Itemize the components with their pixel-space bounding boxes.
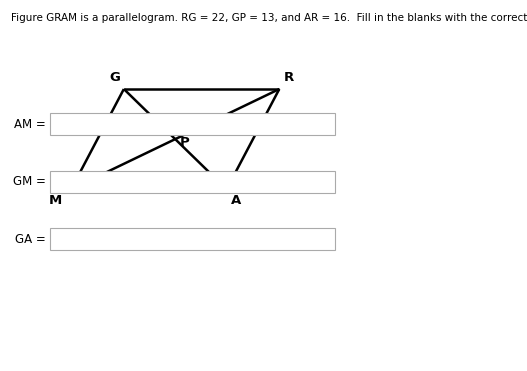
Text: G: G [109,71,120,85]
Text: M: M [48,194,62,207]
Text: Figure GRAM is a parallelogram. RG = 22, GP = 13, and AR = 16.  Fill in the blan: Figure GRAM is a parallelogram. RG = 22,… [11,13,527,23]
Text: GM =: GM = [13,175,46,188]
Text: GA =: GA = [15,233,46,246]
Text: A: A [231,194,241,207]
Text: AM =: AM = [14,118,46,131]
Text: P: P [180,136,190,150]
Text: R: R [284,71,294,85]
